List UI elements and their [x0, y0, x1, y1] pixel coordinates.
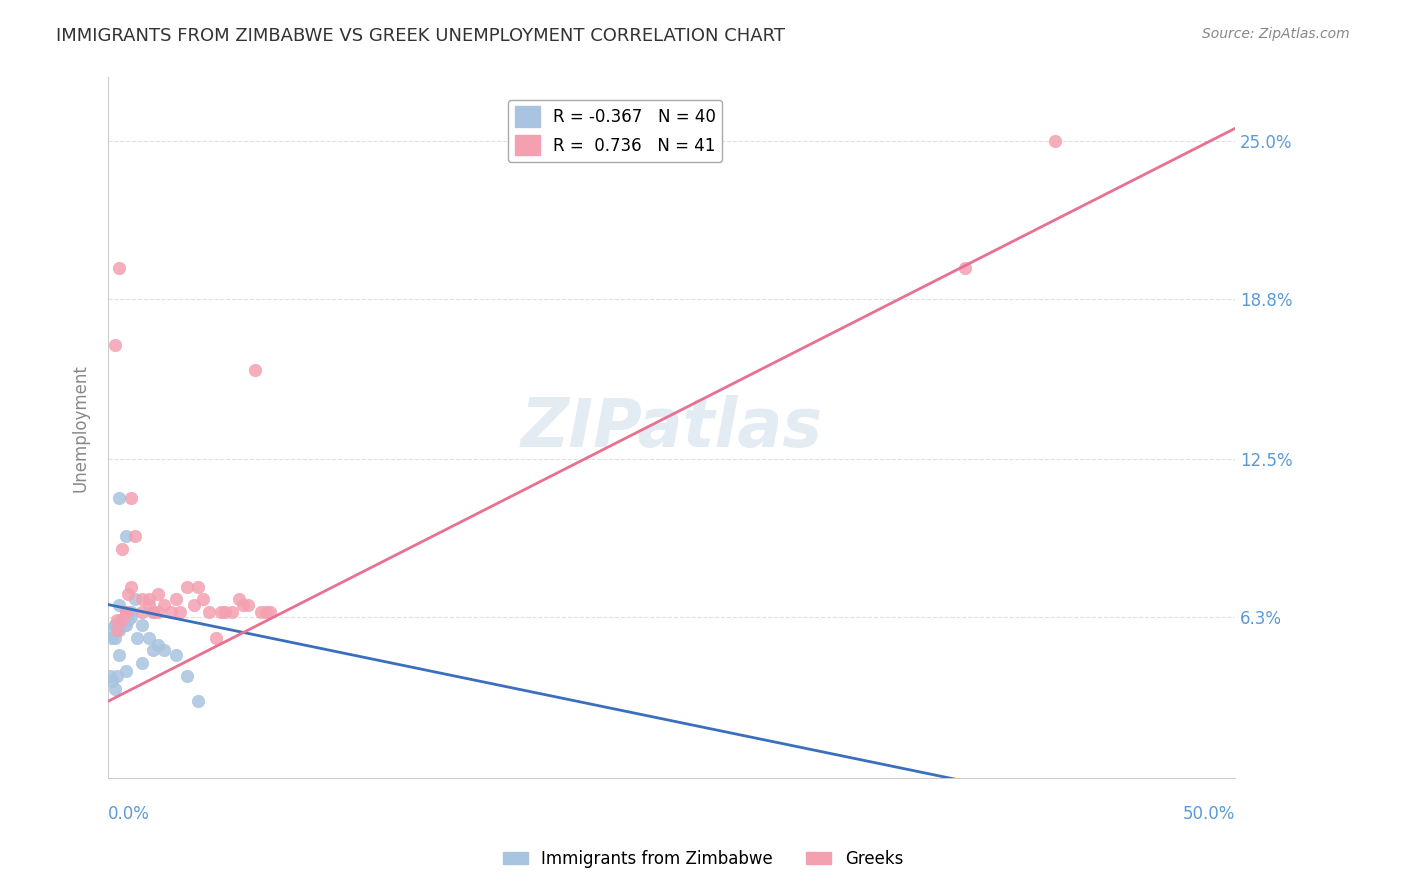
- Point: [953, 261, 976, 276]
- Point: [108, 491, 131, 505]
- Point: [120, 491, 142, 505]
- Point: [101, 631, 124, 645]
- Point: [131, 592, 153, 607]
- Point: [254, 605, 277, 619]
- Point: [205, 631, 228, 645]
- Point: [232, 598, 254, 612]
- Point: [191, 592, 214, 607]
- Point: [98, 623, 121, 637]
- Point: [108, 598, 131, 612]
- Point: [105, 613, 128, 627]
- Point: [105, 623, 128, 637]
- Point: [112, 618, 135, 632]
- Point: [153, 643, 176, 657]
- Legend: Immigrants from Zimbabwe, Greeks: Immigrants from Zimbabwe, Greeks: [496, 844, 910, 875]
- Point: [146, 605, 169, 619]
- Point: [104, 631, 127, 645]
- Point: [108, 623, 131, 637]
- Point: [101, 673, 124, 688]
- Point: [153, 598, 176, 612]
- Text: IMMIGRANTS FROM ZIMBABWE VS GREEK UNEMPLOYMENT CORRELATION CHART: IMMIGRANTS FROM ZIMBABWE VS GREEK UNEMPL…: [56, 27, 785, 45]
- Point: [142, 605, 165, 619]
- Point: [209, 605, 232, 619]
- Point: [165, 648, 187, 663]
- Point: [214, 605, 236, 619]
- Point: [117, 587, 139, 601]
- Point: [104, 338, 127, 352]
- Point: [120, 605, 142, 619]
- Point: [236, 598, 259, 612]
- Point: [115, 664, 138, 678]
- Point: [187, 694, 209, 708]
- Point: [183, 598, 205, 612]
- Point: [110, 613, 132, 627]
- Point: [165, 592, 187, 607]
- Point: [131, 656, 153, 670]
- Point: [110, 541, 132, 556]
- Point: [250, 605, 273, 619]
- Point: [104, 618, 127, 632]
- Point: [110, 613, 132, 627]
- Point: [112, 618, 135, 632]
- Point: [198, 605, 221, 619]
- Text: 50.0%: 50.0%: [1182, 805, 1234, 823]
- Point: [176, 580, 198, 594]
- Point: [221, 605, 243, 619]
- Point: [124, 592, 146, 607]
- Point: [142, 605, 165, 619]
- Point: [115, 605, 138, 619]
- Point: [117, 613, 139, 627]
- Point: [1043, 134, 1066, 148]
- Point: [105, 669, 128, 683]
- Point: [146, 638, 169, 652]
- Point: [169, 605, 191, 619]
- Point: [110, 613, 132, 627]
- Point: [146, 587, 169, 601]
- Point: [259, 605, 281, 619]
- Point: [108, 648, 131, 663]
- Point: [176, 669, 198, 683]
- Point: [127, 631, 149, 645]
- Legend: R = -0.367   N = 40, R =  0.736   N = 41: R = -0.367 N = 40, R = 0.736 N = 41: [508, 100, 723, 162]
- Point: [131, 618, 153, 632]
- Point: [115, 529, 138, 543]
- Point: [228, 592, 250, 607]
- Point: [120, 610, 142, 624]
- Point: [115, 618, 138, 632]
- Point: [117, 605, 139, 619]
- Point: [108, 261, 131, 276]
- Point: [104, 681, 127, 696]
- Point: [105, 623, 128, 637]
- Text: Source: ZipAtlas.com: Source: ZipAtlas.com: [1202, 27, 1350, 41]
- Point: [124, 529, 146, 543]
- Point: [110, 613, 132, 627]
- Point: [142, 643, 165, 657]
- Point: [115, 605, 138, 619]
- Point: [115, 605, 138, 619]
- Point: [243, 363, 266, 377]
- Point: [131, 605, 153, 619]
- Y-axis label: Unemployment: Unemployment: [72, 364, 89, 491]
- Point: [138, 631, 160, 645]
- Point: [187, 580, 209, 594]
- Point: [160, 605, 183, 619]
- Point: [98, 669, 121, 683]
- Text: 0.0%: 0.0%: [108, 805, 150, 823]
- Point: [104, 618, 127, 632]
- Point: [105, 623, 128, 637]
- Point: [138, 592, 160, 607]
- Point: [120, 580, 142, 594]
- Point: [138, 598, 160, 612]
- Text: ZIPatlas: ZIPatlas: [520, 394, 823, 460]
